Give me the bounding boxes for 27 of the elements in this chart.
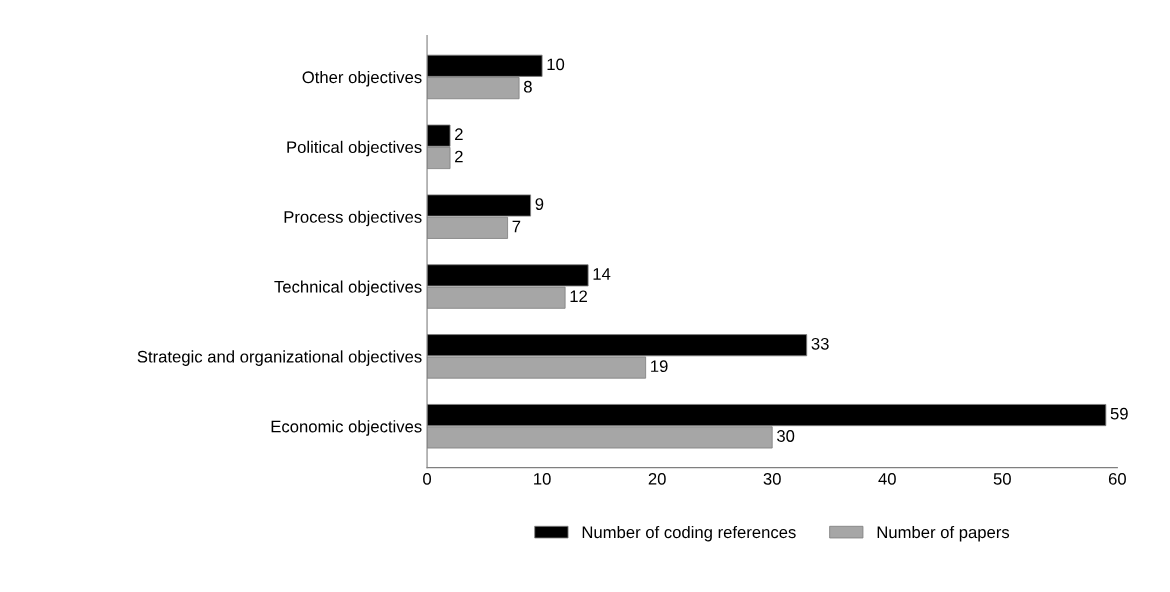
data-label: 8 — [523, 80, 532, 93]
y-tick-label: Other objectives — [302, 70, 422, 87]
data-label: 12 — [570, 290, 587, 303]
data-label: 10 — [547, 58, 565, 71]
data-label: 7 — [512, 220, 521, 233]
legend-label: Number of papers — [877, 525, 1010, 542]
data-label: 59 — [1110, 407, 1128, 420]
x-tick-label: 10 — [534, 472, 551, 485]
x-tick-label: 30 — [763, 472, 781, 485]
y-tick-label: Strategic and organizational objectives — [137, 350, 422, 366]
x-tick-label: 50 — [993, 472, 1011, 485]
y-tick-label: Technical objectives — [274, 280, 422, 297]
x-tick-label: 0 — [423, 472, 432, 485]
data-label: 2 — [455, 150, 463, 163]
x-tick-label: 40 — [878, 472, 896, 485]
legend-label: Number of coding references — [582, 525, 796, 542]
data-label: 14 — [593, 268, 611, 280]
data-label: 19 — [651, 360, 668, 373]
x-tick-label: 20 — [648, 472, 666, 485]
data-label: 30 — [777, 430, 795, 442]
y-tick-label: Economic objectives — [271, 420, 422, 436]
y-tick-label: Process objectives — [284, 210, 422, 227]
data-label: 33 — [811, 337, 829, 350]
y-tick-label: Political objectives — [287, 140, 422, 157]
data-label: 9 — [535, 198, 544, 210]
data-label: 2 — [455, 128, 463, 140]
x-tick-label: 60 — [1108, 472, 1126, 485]
